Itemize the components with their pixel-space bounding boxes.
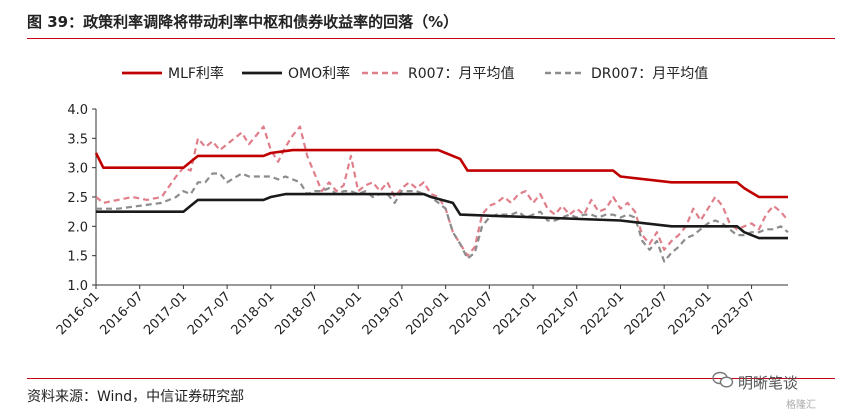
x-tick-label: 2023-01 [666,289,715,338]
x-tick-label: 2016-01 [54,289,103,338]
x-tick-label: 2017-07 [185,289,234,338]
x-tick-label: 2018-07 [272,289,321,338]
series-line-omo [96,192,788,240]
y-tick-label: 2.5 [67,191,88,206]
x-tick-label: 2021-01 [491,289,540,338]
line-chart: 1.01.52.02.53.03.54.02016-012016-072017-… [54,65,789,338]
x-tick-label: 2017-01 [141,289,190,338]
x-tick-label: 2019-01 [316,289,365,338]
legend-label: MLF利率 [168,65,224,82]
legend-label: DR007：月平均值 [591,66,708,82]
series-line-dr007 [96,172,789,263]
source-note: 资料来源：Wind，中信证券研究部 [27,389,245,405]
watermark: 明晰笔谈 [712,371,798,393]
x-tick-label: 2023-07 [709,289,758,338]
y-tick-label: 3.0 [67,162,88,177]
legend-item: R007：月平均值 [362,66,514,82]
legend-item: MLF利率 [122,65,224,82]
legend-label: OMO利率 [288,65,350,82]
y-tick-label: 3.5 [67,132,88,147]
footer-divider [27,378,835,379]
wechat-icon [712,371,734,393]
watermark-sub: 格隆汇 [786,400,816,411]
figure-title: 图 39：政策利率调降将带动利率中枢和债券收益率的回落（%） [27,13,459,31]
legend-item: DR007：月平均值 [545,66,708,82]
x-tick-label: 2019-07 [360,289,409,338]
x-tick-label: 2022-01 [578,289,627,338]
series-line-r007 [95,125,789,257]
watermark-text: 明晰笔谈 [738,373,799,392]
x-tick-label: 2022-07 [622,289,671,338]
x-tick-label: 2020-07 [447,289,496,338]
y-tick-label: 1.5 [67,250,88,265]
series-line-mlf [94,148,788,199]
x-tick-label: 2016-07 [98,289,147,338]
y-tick-label: 1.0 [67,279,88,294]
legend-label: R007：月平均值 [408,66,514,82]
title-divider [27,38,835,39]
y-tick-label: 2.0 [67,220,88,235]
x-tick-label: 2020-01 [403,289,452,338]
x-tick-label: 2018-01 [229,289,278,338]
legend-item: OMO利率 [242,65,350,82]
y-tick-label: 4.0 [67,103,88,118]
x-tick-label: 2021-07 [535,289,584,338]
